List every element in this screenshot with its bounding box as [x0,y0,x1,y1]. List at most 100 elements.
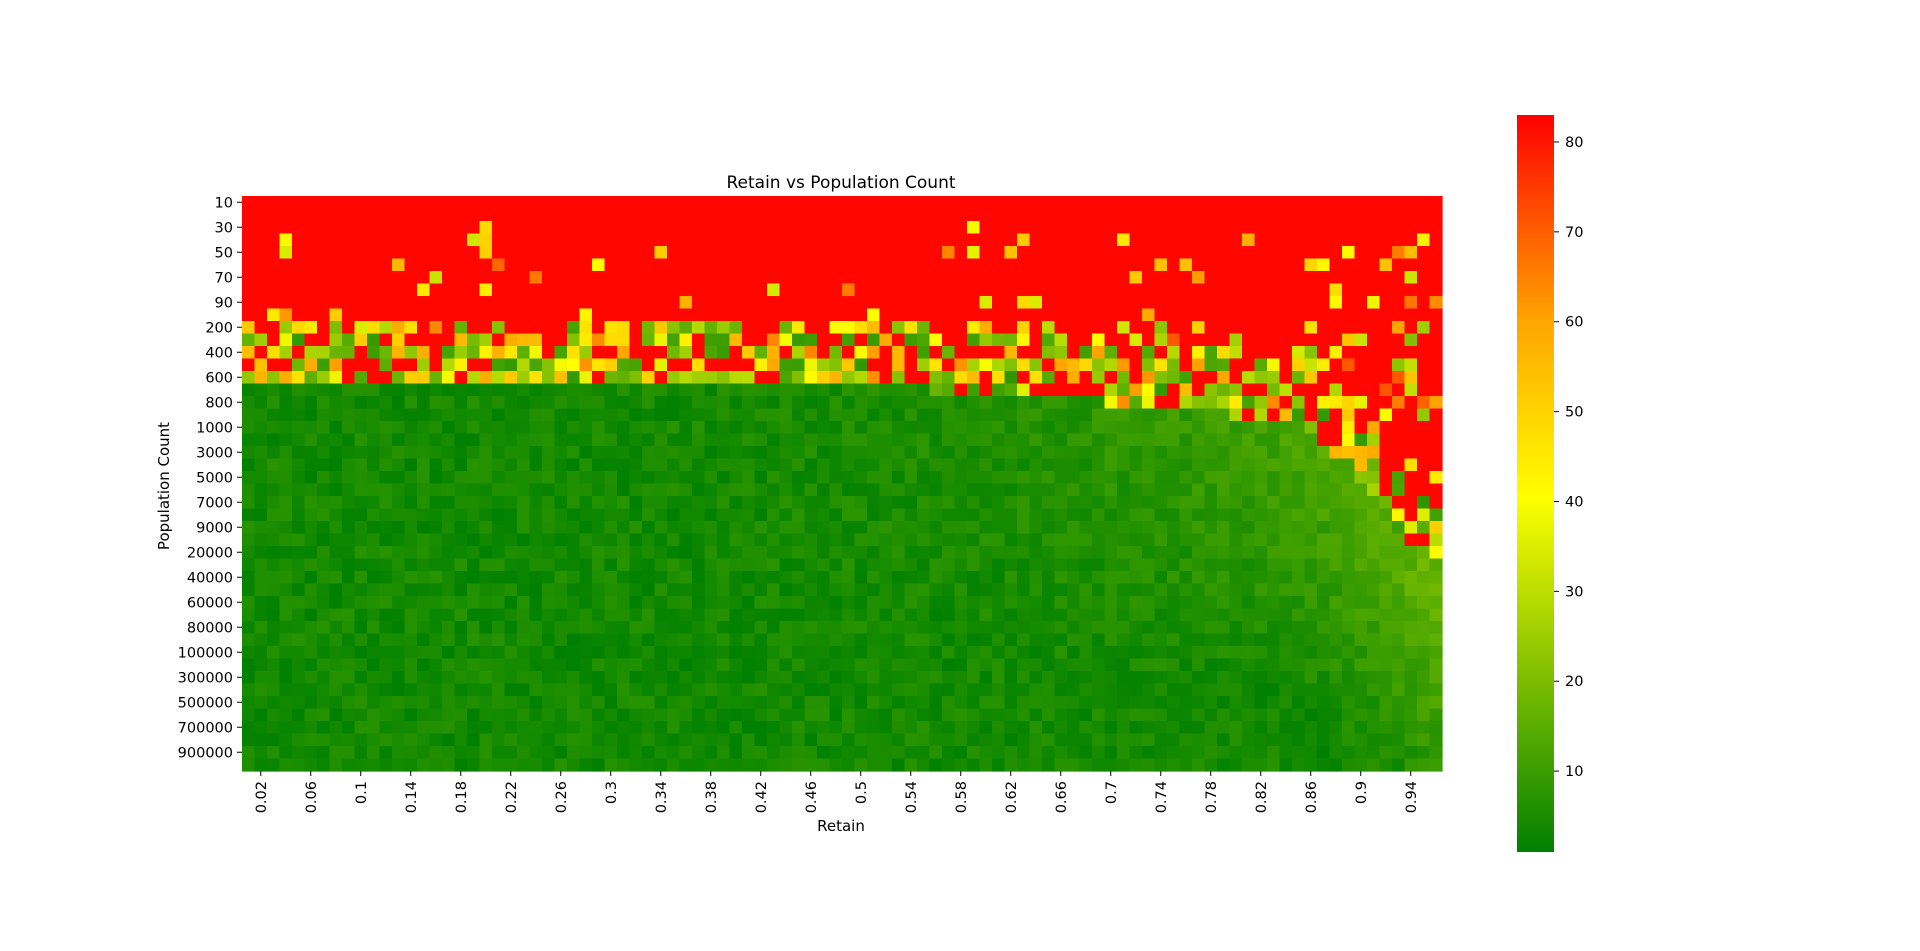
heatmap-cell [1367,208,1381,222]
heatmap-cell [867,646,881,660]
heatmap-cell [1304,608,1318,622]
heatmap-cell [317,671,331,685]
heatmap-cell [617,696,631,710]
heatmap-cell [854,558,868,572]
heatmap-cell [479,433,493,447]
heatmap-cell [567,621,581,635]
heatmap-cell [467,233,481,247]
heatmap-cell [679,508,693,522]
heatmap-cell [992,408,1006,422]
heatmap-cell [1079,333,1093,347]
heatmap-cell [954,196,968,210]
heatmap-cell [942,671,956,685]
heatmap-cell [917,496,931,510]
heatmap-cell [1229,283,1243,297]
heatmap-cell [804,446,818,460]
heatmap-cell [1117,233,1131,247]
heatmap-cell [542,521,556,535]
heatmap-cell [1067,233,1081,247]
heatmap-cell [892,696,906,710]
heatmap-cell [1304,558,1318,572]
heatmap-cell [1117,558,1131,572]
heatmap-cell [1117,608,1131,622]
heatmap-cell [1129,283,1143,297]
heatmap-cell [842,208,856,222]
heatmap-cell [292,321,306,335]
heatmap-cell [592,733,606,747]
heatmap-cell [892,471,906,485]
heatmap-cell [554,621,568,635]
heatmap-cell [829,458,843,472]
heatmap-cell [892,421,906,435]
heatmap-cell [1029,496,1043,510]
heatmap-cell [1367,658,1381,672]
heatmap-cell [354,383,368,397]
heatmap-cell [1042,646,1056,660]
heatmap-cell [1417,471,1431,485]
heatmap-cell [304,708,318,722]
heatmap-cell [1429,583,1443,597]
heatmap-cell [1279,721,1293,735]
heatmap-cell [1429,308,1443,322]
heatmap-cell [1417,458,1431,472]
heatmap-cell [1117,671,1131,685]
heatmap-cell [592,596,606,610]
heatmap-cell [1104,358,1118,372]
heatmap-cell [942,746,956,760]
heatmap-cell [1304,371,1318,385]
heatmap-cell [504,296,518,310]
heatmap-cell [967,321,981,335]
x-tick-label: 0.82 [1254,781,1270,813]
heatmap-cell [1417,696,1431,710]
heatmap-cell [654,533,668,547]
heatmap-cell [1329,758,1343,772]
heatmap-cell [604,321,618,335]
heatmap-cell [1404,346,1418,360]
heatmap-cell [529,746,543,760]
heatmap-cell [667,233,681,247]
heatmap-cell [804,671,818,685]
heatmap-cell [654,571,668,585]
heatmap-cell [817,408,831,422]
heatmap-cell [1317,571,1331,585]
heatmap-cell [1029,696,1043,710]
heatmap-cell [879,308,893,322]
heatmap-cell [792,433,806,447]
heatmap-cell [354,696,368,710]
heatmap-cell [504,196,518,210]
heatmap-cell [979,208,993,222]
heatmap-cell [392,571,406,585]
y-tick-label: 5000 [196,470,233,486]
heatmap-cell [704,571,718,585]
heatmap-cell [804,296,818,310]
heatmap-cell [1242,671,1256,685]
heatmap-cell [429,346,443,360]
heatmap-cell [354,246,368,260]
heatmap-cell [1017,708,1031,722]
heatmap-cell [1292,283,1306,297]
y-tick-label: 700000 [178,720,233,736]
heatmap-cell [392,446,406,460]
heatmap-cell [1292,508,1306,522]
heatmap-cell [792,546,806,560]
heatmap-cell [742,571,756,585]
heatmap-cell [1417,246,1431,260]
heatmap-cell [704,583,718,597]
heatmap-cell [742,246,756,260]
heatmap-cell [442,296,456,310]
heatmap-cell [467,571,481,585]
heatmap-cell [992,658,1006,672]
heatmap-cell [354,683,368,697]
heatmap-cell [804,758,818,772]
heatmap-cell [942,396,956,410]
heatmap-cell [1379,246,1393,260]
heatmap-cell [867,721,881,735]
heatmap-cell [629,246,643,260]
heatmap-cell [329,583,343,597]
heatmap-cell [1354,296,1368,310]
heatmap-cell [979,546,993,560]
heatmap-cell [1354,346,1368,360]
heatmap-cell [804,733,818,747]
heatmap-cell [579,446,593,460]
heatmap-cell [879,633,893,647]
